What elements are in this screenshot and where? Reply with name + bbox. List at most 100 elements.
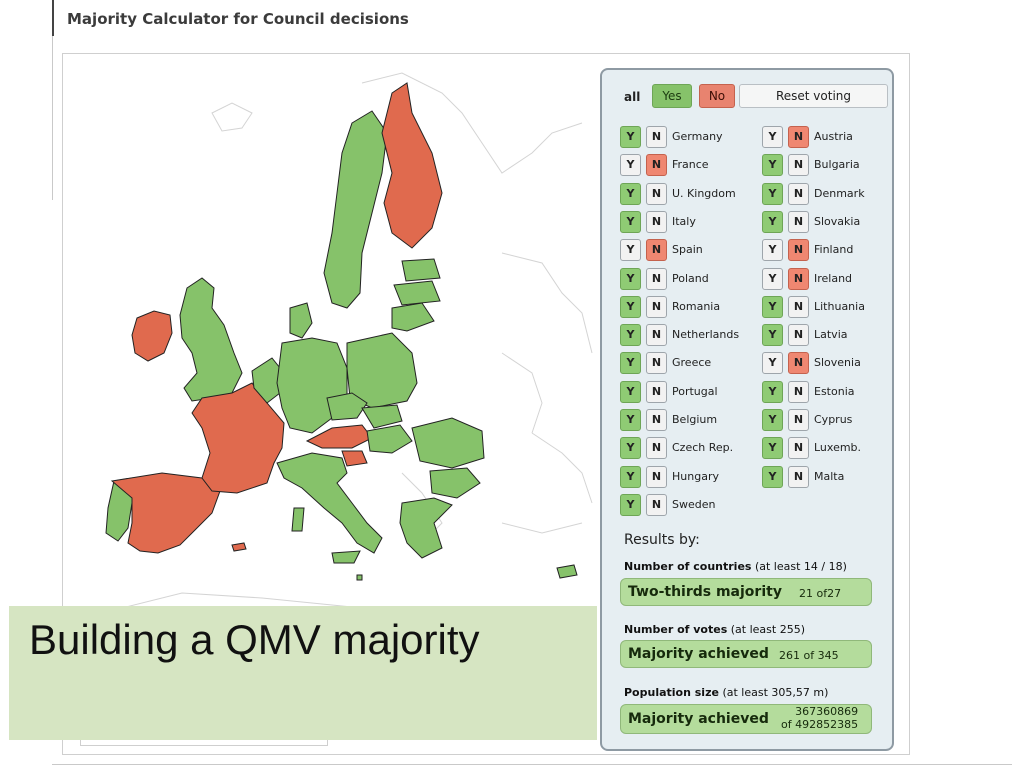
vote-no-toggle[interactable]: N [646, 380, 667, 403]
vote-yes-toggle[interactable]: Y [762, 239, 783, 262]
vote-no-toggle[interactable]: N [788, 210, 809, 233]
vote-yes-toggle[interactable]: Y [762, 465, 783, 488]
country-uk [179, 277, 243, 402]
vote-no-toggle[interactable]: N [646, 324, 667, 347]
vote-yes-toggle[interactable]: Y [762, 267, 783, 290]
vote-yes-toggle[interactable]: Y [620, 352, 641, 375]
vote-no-toggle[interactable]: N [646, 409, 667, 431]
vote-no-toggle[interactable]: N [646, 352, 667, 375]
vote-yes-toggle[interactable]: Y [762, 409, 783, 431]
vote-yes-toggle[interactable]: Y [620, 409, 641, 431]
vote-yes-toggle[interactable]: Y [620, 154, 641, 177]
countries-result-box: Two-thirds majority 21 of27 [620, 578, 872, 606]
vote-yes-toggle[interactable]: Y [620, 126, 641, 148]
country-name: Germany [672, 130, 723, 143]
country-name: Lithuania [814, 299, 865, 313]
vote-yes-toggle[interactable]: Y [620, 437, 641, 460]
vote-yes-toggle[interactable]: Y [762, 352, 783, 375]
vote-yes-toggle[interactable]: Y [762, 154, 783, 177]
vote-yes-toggle[interactable]: Y [620, 493, 641, 516]
country-name: Netherlands [672, 328, 740, 342]
vote-yes-toggle[interactable]: Y [620, 295, 641, 318]
country-name: Malta [814, 469, 845, 483]
vote-yes-toggle[interactable]: Y [762, 126, 783, 148]
vote-yes-toggle[interactable]: Y [620, 267, 641, 290]
country-name: Portugal [672, 384, 718, 398]
country-name: Bulgaria [814, 158, 860, 172]
population-heading: Population size (at least 305,57 m) [624, 686, 828, 699]
votes-heading: Number of votes (at least 255) [624, 623, 805, 636]
vote-yes-toggle[interactable]: Y [620, 182, 641, 205]
vote-yes-toggle[interactable]: Y [620, 324, 641, 347]
vote-yes-toggle[interactable]: Y [762, 295, 783, 318]
country-romania [411, 417, 485, 469]
population-count: 367360869 [795, 705, 859, 718]
vote-no-toggle[interactable]: N [646, 182, 667, 205]
country-bulgaria [429, 467, 481, 499]
country-italy [276, 452, 383, 554]
vote-no-toggle[interactable]: N [646, 239, 667, 262]
country-balearics [231, 542, 247, 552]
vote-no-toggle[interactable]: N [646, 267, 667, 290]
vote-no-toggle[interactable]: N [646, 126, 667, 148]
vote-no-toggle[interactable]: N [788, 352, 809, 375]
vote-no-toggle[interactable]: N [646, 437, 667, 460]
population-result-box: Majority achieved 367360869 of 492852385 [620, 704, 872, 734]
population-of-line: of 492852385 [781, 718, 858, 731]
vote-no-toggle[interactable]: N [788, 239, 809, 262]
europe-map [101, 72, 593, 613]
vote-no-toggle[interactable]: N [646, 154, 667, 177]
results-title: Results by: [624, 532, 700, 548]
vote-yes-toggle[interactable]: Y [620, 210, 641, 233]
vote-no-toggle[interactable]: N [646, 210, 667, 233]
vote-yes-toggle[interactable]: Y [620, 239, 641, 262]
vote-no-toggle[interactable]: N [646, 295, 667, 318]
vote-no-toggle[interactable]: N [788, 154, 809, 177]
country-name: Luxemb. [814, 441, 862, 455]
vote-no-toggle[interactable]: N [788, 126, 809, 148]
country-hungary [366, 424, 413, 454]
vote-no-toggle[interactable]: N [788, 324, 809, 347]
countries-total: 27 [827, 587, 842, 600]
population-threshold: (at least 305,57 m) [722, 686, 829, 699]
vote-yes-toggle[interactable]: Y [762, 437, 783, 460]
country-name: Italy [672, 214, 696, 228]
vote-yes-toggle[interactable]: Y [762, 380, 783, 403]
all-no-button[interactable]: No [699, 84, 735, 108]
vote-no-toggle[interactable]: N [788, 380, 809, 403]
vote-no-toggle[interactable]: N [788, 437, 809, 460]
country-name: Sweden [672, 497, 716, 511]
country-name: Romania [672, 299, 721, 313]
country-name: Denmark [814, 186, 865, 200]
bottom-rule [52, 764, 1012, 765]
vote-no-toggle[interactable]: N [646, 493, 667, 516]
country-sicily [331, 550, 361, 564]
country-slovakia [361, 404, 403, 429]
outline-belarus [501, 352, 543, 434]
vote-no-toggle[interactable]: N [788, 465, 809, 488]
vote-yes-toggle[interactable]: Y [762, 210, 783, 233]
vote-yes-toggle[interactable]: Y [620, 465, 641, 488]
vote-no-toggle[interactable]: N [788, 182, 809, 205]
country-name: Belgium [672, 413, 718, 426]
country-cyprus [556, 564, 578, 579]
vote-no-toggle[interactable]: N [788, 409, 809, 431]
vote-no-toggle[interactable]: N [646, 465, 667, 488]
vote-yes-toggle[interactable]: Y [762, 182, 783, 205]
vote-no-toggle[interactable]: N [788, 295, 809, 318]
country-name: Poland [672, 271, 709, 285]
countries-status: Two-thirds majority [628, 584, 782, 600]
all-yes-button[interactable]: Yes [652, 84, 692, 108]
reset-voting-button[interactable]: Reset voting [739, 84, 888, 108]
country-slovenia [341, 450, 368, 467]
countries-count: 21 [799, 587, 813, 600]
vote-yes-toggle[interactable]: Y [762, 324, 783, 347]
population-value: 367360869 of 492852385 [781, 705, 858, 731]
outline-north-africa [101, 592, 363, 613]
app-title: Majority Calculator for Council decision… [67, 10, 409, 28]
population-of: of [781, 718, 792, 731]
countries-of: of [816, 587, 828, 600]
vote-yes-toggle[interactable]: Y [620, 380, 641, 403]
vote-no-toggle[interactable]: N [788, 267, 809, 290]
left-rule-accent [52, 0, 54, 36]
